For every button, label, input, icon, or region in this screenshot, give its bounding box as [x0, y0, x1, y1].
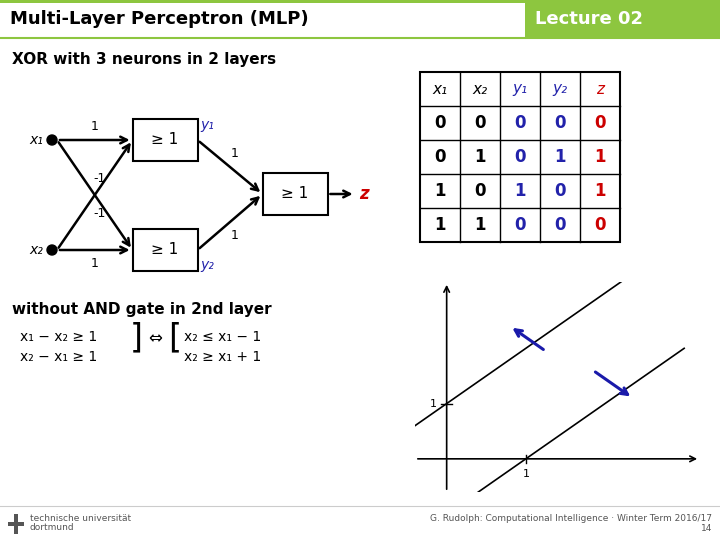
Text: 14: 14 — [701, 524, 712, 533]
Text: 1: 1 — [231, 229, 239, 242]
Text: 0: 0 — [434, 148, 446, 166]
Text: 1: 1 — [430, 399, 437, 409]
Text: z: z — [359, 185, 369, 203]
Text: [: [ — [168, 321, 181, 354]
Text: without AND gate in 2nd layer: without AND gate in 2nd layer — [12, 302, 271, 317]
Text: y₂: y₂ — [552, 82, 567, 97]
Text: 0: 0 — [514, 216, 526, 234]
Text: 1: 1 — [231, 147, 239, 160]
Bar — [8, 522, 24, 526]
Text: z: z — [596, 82, 604, 97]
Text: 1: 1 — [514, 182, 526, 200]
Bar — [420, 72, 620, 242]
Circle shape — [47, 245, 57, 255]
Text: XOR with 3 neurons in 2 layers: XOR with 3 neurons in 2 layers — [12, 52, 276, 67]
Text: Multi-Layer Perceptron (MLP): Multi-Layer Perceptron (MLP) — [10, 10, 309, 28]
Text: technische universität: technische universität — [30, 514, 131, 523]
Text: 0: 0 — [594, 216, 606, 234]
Circle shape — [47, 135, 57, 145]
Text: 1: 1 — [554, 148, 566, 166]
Bar — [0, 0, 720, 38]
Text: x₂: x₂ — [472, 82, 487, 97]
Text: ]: ] — [130, 321, 143, 354]
Text: ⇔: ⇔ — [148, 329, 162, 347]
Bar — [132, 119, 197, 161]
Text: dortmund: dortmund — [30, 523, 75, 532]
Text: x₁ − x₂ ≥ 1: x₁ − x₂ ≥ 1 — [20, 330, 97, 344]
Bar — [525, 0, 720, 38]
Text: x₂: x₂ — [29, 243, 43, 257]
Bar — [14, 514, 18, 534]
Text: y₁: y₁ — [200, 118, 215, 132]
Text: -1: -1 — [94, 172, 106, 185]
Text: x₁: x₁ — [29, 133, 43, 147]
Text: 0: 0 — [474, 182, 486, 200]
Text: 0: 0 — [554, 114, 566, 132]
Text: 0: 0 — [514, 148, 526, 166]
Text: 0: 0 — [554, 182, 566, 200]
Text: 1: 1 — [594, 182, 606, 200]
Text: 0: 0 — [514, 114, 526, 132]
Text: 1: 1 — [474, 216, 486, 234]
Text: 1: 1 — [522, 469, 529, 479]
Text: G. Rudolph: Computational Intelligence · Winter Term 2016/17: G. Rudolph: Computational Intelligence ·… — [430, 514, 712, 523]
Text: 1: 1 — [91, 257, 99, 270]
Text: x₂ − x₁ ≥ 1: x₂ − x₁ ≥ 1 — [20, 350, 97, 364]
Text: x₁: x₁ — [433, 82, 448, 97]
Text: y₁: y₁ — [513, 82, 528, 97]
Text: 1: 1 — [434, 216, 446, 234]
Text: 0: 0 — [594, 114, 606, 132]
Text: ≥ 1: ≥ 1 — [151, 242, 179, 258]
Text: 1: 1 — [594, 148, 606, 166]
Text: ≥ 1: ≥ 1 — [282, 186, 309, 201]
Bar — [132, 229, 197, 271]
Text: x₂ ≤ x₁ − 1: x₂ ≤ x₁ − 1 — [184, 330, 261, 344]
Text: ≥ 1: ≥ 1 — [151, 132, 179, 147]
Text: x₂ ≥ x₁ + 1: x₂ ≥ x₁ + 1 — [184, 350, 261, 364]
Text: Lecture 02: Lecture 02 — [535, 10, 643, 28]
Text: 0: 0 — [554, 216, 566, 234]
Bar — [263, 173, 328, 215]
Text: 1: 1 — [474, 148, 486, 166]
Text: 1: 1 — [91, 120, 99, 133]
Text: 0: 0 — [474, 114, 486, 132]
Text: 1: 1 — [434, 182, 446, 200]
Text: -1: -1 — [94, 207, 106, 220]
Bar — [0, 0, 720, 3]
Text: y₂: y₂ — [200, 258, 215, 272]
Text: 0: 0 — [434, 114, 446, 132]
